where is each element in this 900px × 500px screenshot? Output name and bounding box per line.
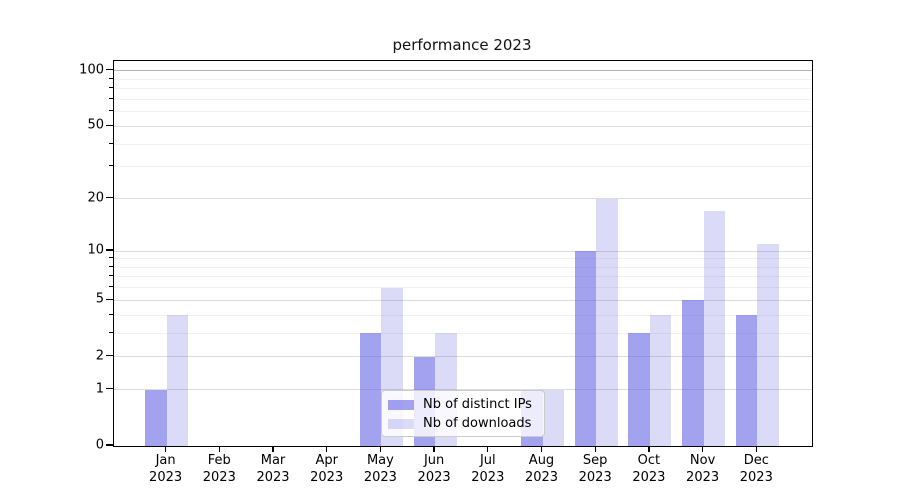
bar-sep-distinct-ips: [574, 251, 597, 446]
x-tick-mark: [701, 446, 704, 453]
x-tick-mark: [648, 446, 650, 453]
grid-line-minor: [114, 99, 812, 100]
x-tick-label-oct: Oct 2023: [632, 453, 666, 485]
bar-oct-distinct-ips: [628, 333, 650, 446]
grid-line-minor: [114, 78, 812, 80]
y-minor-tick-mark: [109, 331, 113, 333]
x-tick-mark: [755, 446, 757, 453]
legend-item-downloads: Nb of downloads: [388, 416, 536, 431]
grid-line-minor: [114, 314, 812, 316]
legend-swatch-downloads: [388, 418, 414, 429]
x-tick-label-mar: Mar 2023: [256, 453, 290, 485]
x-tick-mark: [433, 446, 435, 453]
y-minor-tick-mark: [109, 265, 113, 267]
x-tick-mark: [594, 446, 596, 453]
x-tick-label-apr: Apr 2023: [310, 453, 344, 485]
x-tick-mark: [272, 446, 274, 453]
grid-line-minor: [114, 166, 812, 168]
x-tick-mark: [164, 446, 167, 453]
grid-line-major: [114, 389, 812, 391]
y-tick-label: 10: [87, 242, 104, 258]
legend-swatch-distinct-ips: [388, 399, 414, 410]
legend-label-distinct-ips: Nb of distinct IPs: [423, 397, 532, 412]
y-minor-tick-mark: [109, 257, 113, 259]
bar-jan-downloads: [166, 315, 189, 446]
bar-may-distinct-ips: [359, 333, 382, 446]
grid-line-major: [114, 250, 812, 252]
grid-line-minor: [114, 332, 812, 334]
y-minor-tick-mark: [109, 165, 113, 167]
y-tick-mark: [106, 298, 113, 300]
bar-sep-downloads: [596, 198, 618, 446]
legend: Nb of distinct IPs Nb of downloads: [381, 390, 545, 437]
y-tick-label: 1: [95, 381, 104, 397]
y-minor-tick-mark: [109, 97, 113, 99]
grid-line-major: [114, 198, 812, 200]
x-tick-mark: [326, 446, 328, 453]
bar-dec-distinct-ips: [735, 315, 758, 446]
y-tick-label: 20: [87, 190, 104, 205]
grid-line-minor: [114, 111, 812, 113]
y-tick-mark: [106, 355, 113, 357]
y-minor-tick-mark: [109, 286, 113, 288]
y-tick-mark: [106, 196, 113, 199]
grid-line-minor: [114, 258, 812, 260]
x-tick-label-nov: Nov 2023: [686, 453, 720, 485]
x-tick-label-may: May 2023: [363, 453, 397, 485]
y-minor-tick-mark: [109, 77, 113, 79]
x-tick-label-jan: Jan 2023: [149, 453, 183, 485]
y-tick-label: 2: [95, 348, 104, 364]
grid-line-minor: [114, 266, 812, 268]
grid-line-major: [114, 299, 812, 301]
y-tick-label: 0: [95, 437, 104, 453]
x-tick-mark: [487, 446, 489, 453]
x-tick-mark: [379, 446, 382, 453]
x-tick-label-jun: Jun 2023: [417, 453, 451, 485]
x-tick-label-aug: Aug 2023: [524, 453, 559, 485]
bar-dec-downloads: [757, 244, 779, 446]
y-tick-label: 100: [79, 62, 104, 78]
y-tick-mark: [106, 124, 113, 127]
grid-line-minor: [114, 143, 812, 145]
x-tick-label-feb: Feb 2023: [202, 453, 236, 485]
x-tick-label-sep: Sep 2023: [578, 453, 612, 485]
y-tick-label: 5: [95, 291, 104, 307]
bar-nov-downloads: [703, 211, 726, 446]
grid-line-major: [114, 356, 812, 358]
grid-line-minor: [114, 88, 812, 90]
grid-line-major: [114, 70, 812, 72]
y-tick-mark: [106, 69, 113, 71]
y-tick-mark: [106, 388, 113, 390]
legend-item-distinct-ips: Nb of distinct IPs: [388, 397, 536, 412]
y-minor-tick-mark: [109, 110, 113, 112]
bar-jan-distinct-ips: [145, 389, 167, 446]
x-tick-label-dec: Dec 2023: [739, 453, 773, 485]
x-tick-label-jul: Jul 2023: [471, 453, 505, 485]
y-tick-label: 50: [87, 117, 104, 133]
grid-line-minor: [114, 287, 812, 289]
plot-area: Nb of distinct IPs Nb of downloads: [113, 60, 813, 447]
y-minor-tick-mark: [109, 313, 113, 315]
chart-title: performance 2023: [392, 36, 532, 54]
grid-line-major: [114, 125, 812, 127]
legend-label-downloads: Nb of downloads: [423, 416, 532, 431]
y-minor-tick-mark: [109, 142, 113, 144]
y-tick-mark: [106, 249, 113, 251]
y-minor-tick-mark: [109, 87, 113, 89]
y-tick-mark: [106, 444, 113, 446]
bar-aug-downloads: [542, 389, 564, 446]
bar-nov-distinct-ips: [682, 300, 704, 446]
y-minor-tick-mark: [109, 275, 113, 277]
x-tick-mark: [218, 446, 220, 453]
grid-line-minor: [114, 276, 812, 278]
bar-oct-downloads: [649, 315, 672, 446]
x-tick-mark: [540, 446, 543, 453]
